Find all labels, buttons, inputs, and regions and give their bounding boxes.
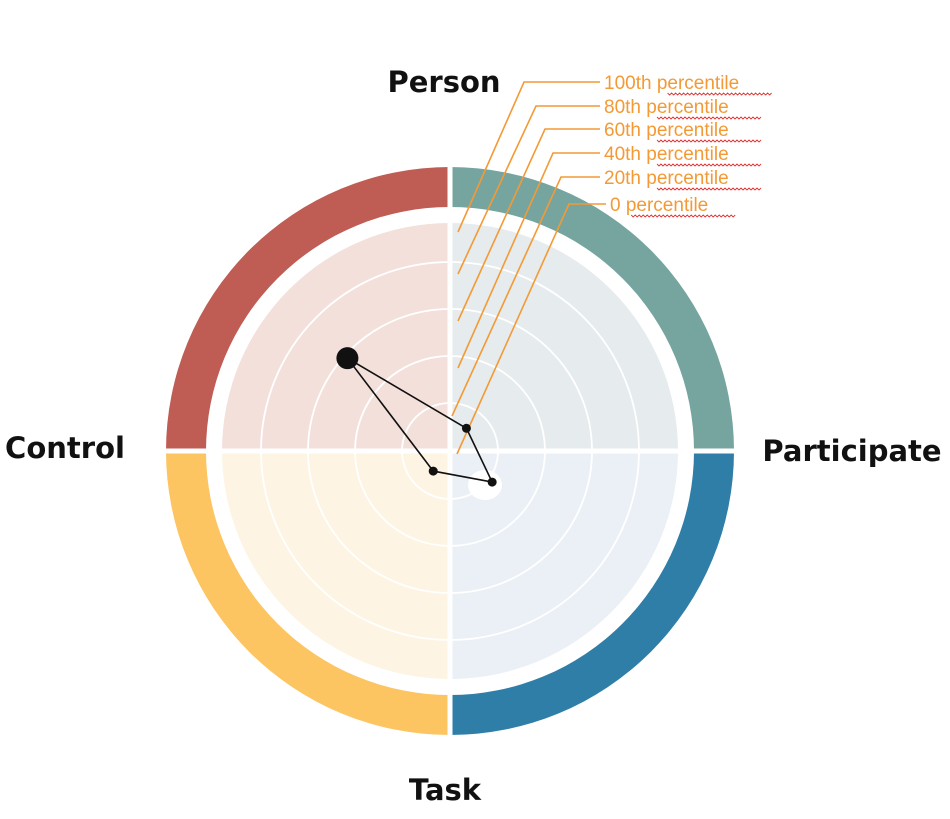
data-point-participate bbox=[487, 477, 497, 487]
quadrant-control bbox=[222, 223, 450, 451]
data-point-control bbox=[336, 347, 359, 370]
spellcheck-underline bbox=[656, 139, 762, 143]
leader-line bbox=[451, 176, 600, 417]
data-layer bbox=[336, 347, 497, 487]
spellcheck-underline bbox=[667, 92, 772, 96]
leader-line bbox=[457, 81, 600, 233]
ring-segment-task bbox=[166, 451, 450, 735]
percentile-label: 100th percentile bbox=[604, 73, 739, 94]
spellcheck-underline bbox=[630, 214, 736, 218]
outer-ring bbox=[166, 167, 734, 735]
spellcheck-underline bbox=[656, 163, 762, 167]
ring-segment-person bbox=[450, 167, 734, 451]
data-point-person bbox=[461, 423, 471, 433]
ring-segment-participate bbox=[450, 451, 734, 735]
quadrant-dividers bbox=[158, 160, 742, 742]
leader-line bbox=[457, 105, 600, 275]
leader-line bbox=[457, 128, 600, 322]
percentile-label: 20th percentile bbox=[604, 168, 729, 189]
leader-line bbox=[456, 203, 606, 455]
spellcheck-underline bbox=[656, 116, 762, 120]
leader-line bbox=[457, 152, 600, 369]
quadrant-task bbox=[222, 451, 450, 679]
ring-segment-control bbox=[166, 167, 450, 451]
axis-label-control: Control bbox=[5, 431, 125, 465]
inner-quadrants bbox=[222, 223, 678, 679]
highlight-blob bbox=[468, 470, 502, 500]
spellcheck-underline bbox=[656, 187, 762, 191]
percentile-label: 80th percentile bbox=[604, 97, 729, 118]
data-point-task bbox=[428, 466, 438, 476]
percentile-label: 60th percentile bbox=[604, 120, 729, 141]
axis-label-task: Task bbox=[409, 773, 482, 807]
axis-label-participate: Participate bbox=[762, 434, 941, 468]
quadrant-participate bbox=[450, 451, 678, 679]
percentile-label: 40th percentile bbox=[604, 144, 729, 165]
quadrant-person bbox=[450, 223, 678, 451]
axis-label-person: Person bbox=[387, 65, 500, 99]
percentile-label: 0 percentile bbox=[610, 195, 708, 216]
